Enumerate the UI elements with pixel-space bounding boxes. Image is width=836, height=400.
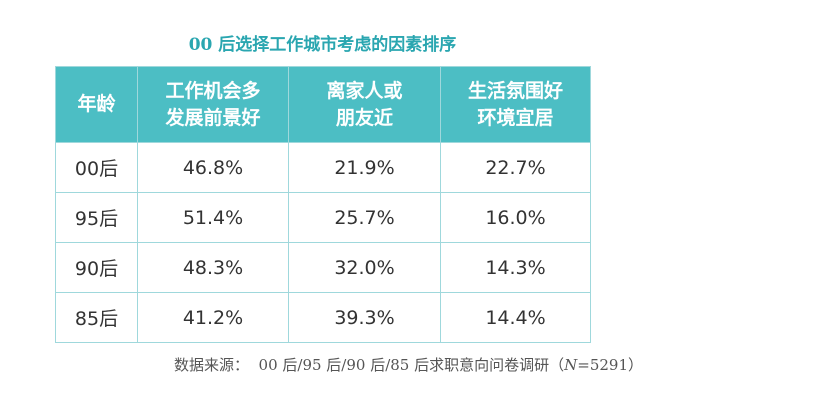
table-cell: 41.2%: [137, 292, 289, 343]
source-note: 数据来源： 00 后/95 后/90 后/85 后求职意向问卷调研（N=5291…: [174, 354, 643, 375]
table-row: 90后 48.3% 32.0% 14.3%: [55, 242, 591, 293]
header-line: 离家人或: [326, 79, 403, 102]
header-line: 年龄: [77, 93, 116, 115]
table-cell: 46.8%: [137, 142, 289, 193]
table-cell: 25.7%: [288, 192, 441, 243]
table-row: 00后 46.8% 21.9% 22.7%: [55, 142, 591, 193]
header-cell: 工作机会多发展前景好: [137, 66, 289, 143]
source-variable: N: [564, 356, 578, 374]
header-line: 环境宜居: [477, 106, 554, 129]
header-line: 生活氛围好: [467, 79, 563, 102]
table-body: 00后 46.8% 21.9% 22.7% 95后 51.4% 25.7% 16.0% 90后 4…: [55, 142, 591, 343]
header-line: 发展前景好: [165, 106, 261, 129]
row-label: 90后: [55, 242, 138, 293]
table-cell: 21.9%: [288, 142, 441, 193]
header-line: 工作机会多: [165, 79, 261, 102]
table-cell: 51.4%: [137, 192, 289, 243]
row-label: 95后: [55, 192, 138, 243]
table-cell: 16.0%: [440, 192, 591, 243]
row-label: 00后: [55, 142, 138, 193]
header-row: 年龄 工作机会多 发展前景好 离家人或 朋友近 生活氛围好 环境宜居: [55, 66, 591, 143]
source-suffix: =5291）: [577, 356, 643, 374]
table-row: 85后 41.2% 39.3% 14.4%: [55, 292, 591, 343]
source-text: 数据来源： 00 后/95 后/90 后/85 后求职意向问卷调研（: [174, 356, 565, 374]
table-cell: 32.0%: [288, 242, 441, 293]
table-cell: 39.3%: [288, 292, 441, 343]
header-cell: 生活氛围好 环境宜居: [440, 66, 591, 143]
header-cell: 年龄: [55, 66, 138, 143]
header-cell: 离家人或 朋友近: [288, 66, 441, 143]
title: 00 后选择工作城市考虑的因素排序: [188, 35, 457, 55]
table: 年龄 工作机会多 发展前景好 离家人或 朋友近 生活氛围好 环境宜居 00后 46.8% 21.…: [55, 66, 591, 343]
table-cell: 48.3%: [137, 242, 289, 293]
table-cell: 22.7%: [440, 142, 591, 193]
row-label: 85后: [55, 292, 138, 343]
header-line: 朋友近: [335, 106, 393, 129]
table-cell: 14.4%: [440, 292, 591, 343]
table-cell: 14.3%: [440, 242, 591, 293]
table-row: 95后 51.4% 25.7% 16.0%: [55, 192, 591, 243]
